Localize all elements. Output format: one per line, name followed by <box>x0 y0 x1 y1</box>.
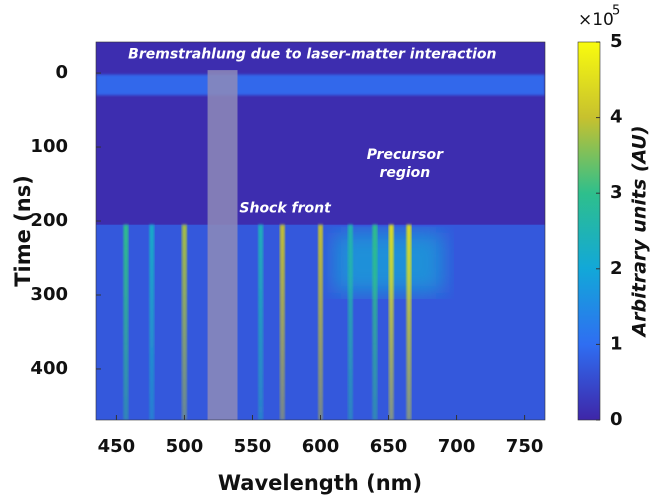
emission-line <box>406 224 412 420</box>
x-tick-label: 450 <box>98 436 136 457</box>
blocked-band <box>207 70 238 420</box>
colorbar-exponent: 5 <box>612 4 620 19</box>
emission-line <box>181 224 187 420</box>
x-tick-label: 550 <box>234 436 272 457</box>
plot-area <box>96 42 545 420</box>
colorbar-label: Arbitrary units (AU) <box>629 125 651 338</box>
y-tick-label: 300 <box>30 284 68 305</box>
emission-line <box>318 224 323 420</box>
colorbar-tick-label: 3 <box>610 182 623 203</box>
bremsstrahlung-band <box>96 74 545 96</box>
x-tick-label: 600 <box>302 436 340 457</box>
x-tick-label: 750 <box>506 436 544 457</box>
emission-line <box>279 224 285 420</box>
overlay: Bremstrahlung due to laser-matter intera… <box>30 31 622 457</box>
colorbar-tick-label: 0 <box>610 409 623 430</box>
x-tick-label: 500 <box>166 436 204 457</box>
annotation: Precursor <box>367 147 444 163</box>
y-tick-label: 200 <box>30 210 68 231</box>
y-tick-label: 400 <box>30 358 68 379</box>
annotation: Shock front <box>239 200 332 216</box>
emission-line <box>149 224 155 420</box>
colorbar-multiplier: ×10 <box>578 10 614 30</box>
colorbar-tick-label: 1 <box>610 333 623 354</box>
y-tick-label: 100 <box>30 136 68 157</box>
emission-line <box>258 224 264 420</box>
emission-line <box>372 224 378 420</box>
y-tick-label: 0 <box>55 62 68 83</box>
colorbar-tick-label: 2 <box>610 258 623 279</box>
colorbar-tick-label: 5 <box>610 31 623 52</box>
colorbar-tick-label: 4 <box>610 107 623 128</box>
emission-line <box>388 224 394 420</box>
y-axis-label: Time (ns) <box>11 175 35 287</box>
annotation: Bremstrahlung due to laser-matter intera… <box>128 47 496 63</box>
colorbar <box>577 41 601 421</box>
annotation: region <box>379 165 430 181</box>
x-tick-label: 650 <box>370 436 408 457</box>
emission-line <box>347 224 353 420</box>
x-tick-label: 700 <box>438 436 476 457</box>
x-axis-label: Wavelength (nm) <box>218 471 422 495</box>
emission-line <box>123 224 129 420</box>
